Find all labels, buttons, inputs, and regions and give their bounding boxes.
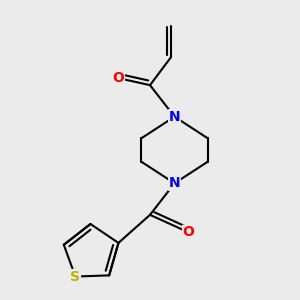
Text: N: N bbox=[169, 110, 180, 124]
Text: S: S bbox=[70, 270, 80, 283]
Text: O: O bbox=[112, 71, 124, 85]
Text: N: N bbox=[169, 176, 180, 190]
Text: O: O bbox=[183, 225, 194, 239]
